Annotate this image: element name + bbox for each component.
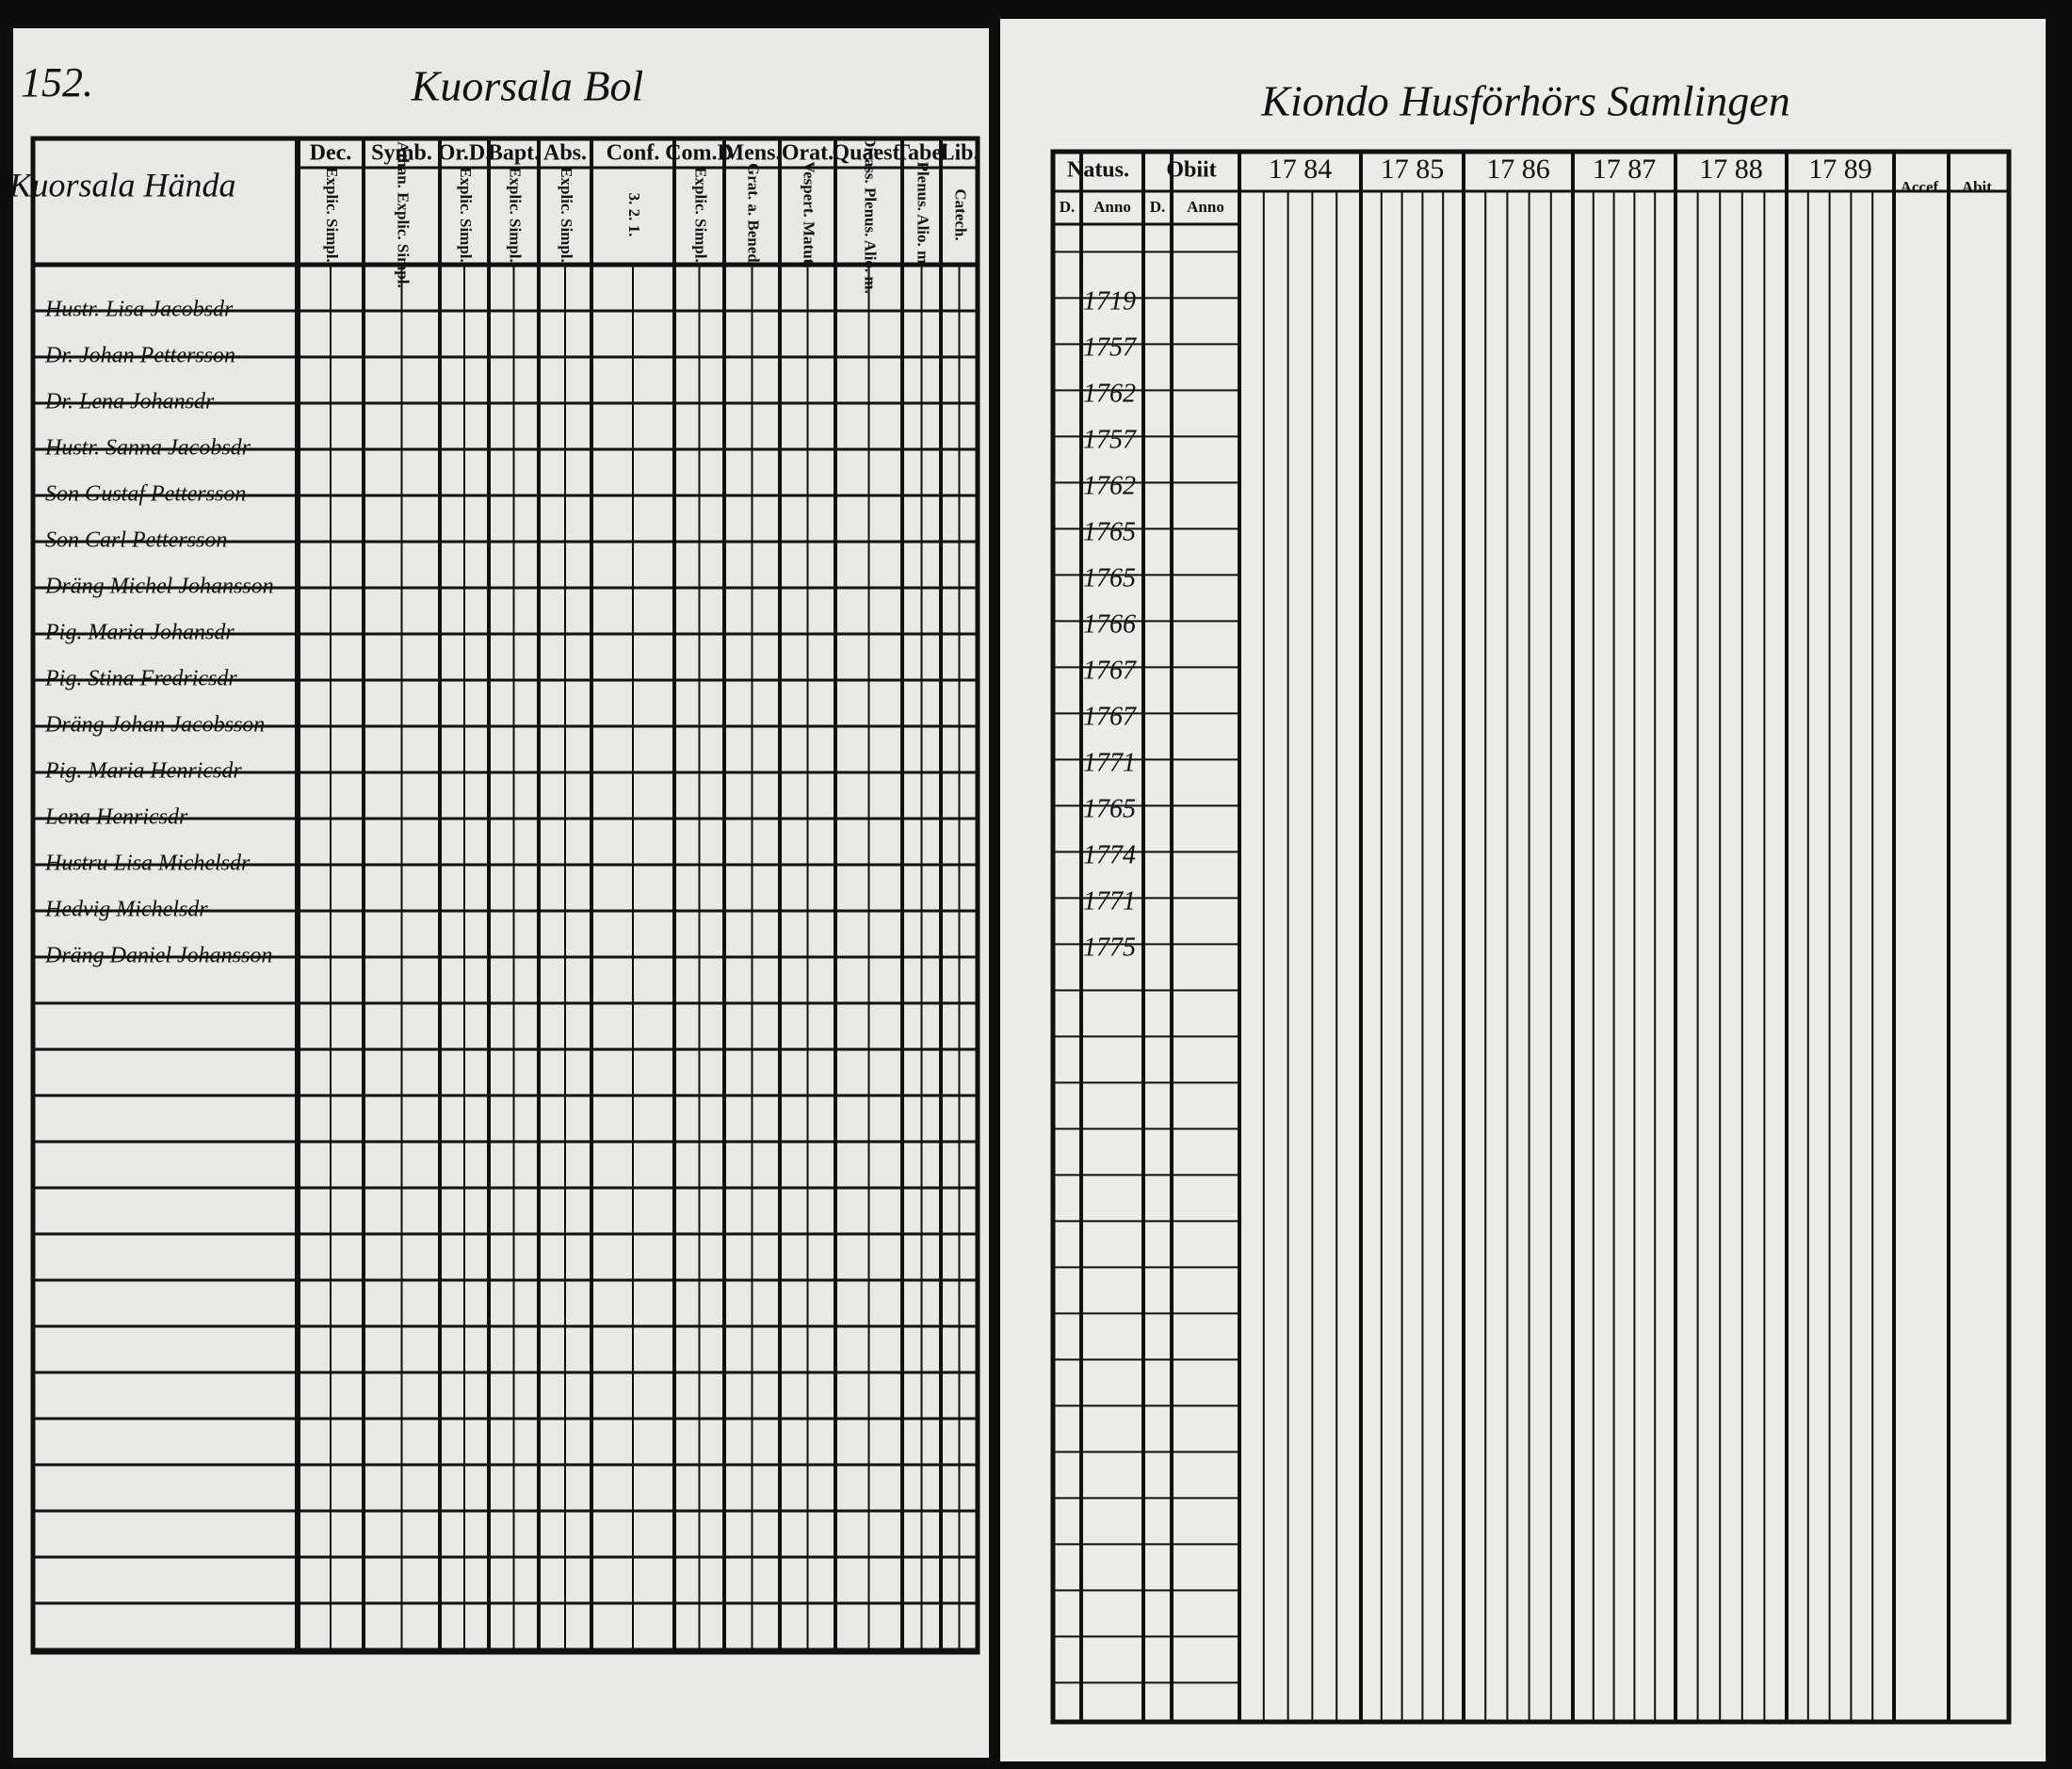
column-subheader: Catech. [952,188,970,240]
obiit-header: Obiit [1166,158,1216,183]
person-name: Son Gustaf Pettersson [45,482,246,507]
page-number: 152. [21,59,93,105]
birth-year: 1775 [1083,933,1136,962]
column-header: Bapt. [488,141,540,166]
person-name: Son Carl Pettersson [45,528,227,553]
left-title: Kuorsala Bol [411,62,644,110]
column-header: Abs. [543,141,587,166]
person-name: Hustr. Lisa Jacobsdr [44,298,234,322]
column-subheader: Grat. a. Bened. [745,163,763,267]
subheader: Anno [1187,198,1224,216]
column-subheader: Explic. Simpl. [323,167,341,263]
year-header: 17 85 [1381,154,1445,185]
birth-year: 1766 [1083,609,1136,639]
natus-header: Natus. [1067,158,1129,183]
birth-year: 1771 [1083,886,1136,916]
birth-year: 1767 [1083,656,1137,685]
column-header: Or.D. [438,141,491,166]
birth-year: 1765 [1083,563,1136,592]
year-header: 17 86 [1486,154,1550,185]
person-name: Pig. Maria Henricsdr [44,759,242,784]
column-header: Symb. [371,141,432,166]
person-name: Lena Henricsdr [44,805,188,830]
column-subheader: Explic. Simpl. [507,167,525,263]
birth-year: 1765 [1083,517,1136,546]
year-header: 17 87 [1593,154,1657,185]
person-name: Hustru Lisa Michelsdr [44,852,251,876]
birth-year: 1719 [1083,286,1136,316]
subheader: D. [1150,198,1166,216]
year-header: 17 89 [1808,154,1872,185]
column-subheader: Explic. Simpl. [457,167,475,263]
right-title: Kiondo Husförhörs Samlingen [1260,77,1789,125]
birth-year: 1767 [1083,702,1137,731]
column-header: Dec. [310,141,352,166]
person-name: Pig. Stina Fredricsdr [44,667,237,691]
birth-year: 1757 [1083,425,1137,454]
column-header: Mens. [723,141,782,166]
corner-label: Kuorsala Hända [8,166,235,203]
column-header: Com.D [665,141,734,166]
abit-header: Abit. [1962,178,1996,196]
birth-year: 1762 [1083,471,1136,500]
person-name: Hustr. Sanna Jacobsdr [44,436,251,461]
accef-header: Accef. [1901,178,1943,196]
column-header: Tabel [895,141,948,166]
year-header: 17 88 [1699,154,1763,185]
birth-year: 1757 [1083,333,1137,362]
column-header: Lib. [939,141,979,166]
column-subheader: Plenus. Alio. m. [915,162,932,268]
left-page [13,28,989,1758]
person-name: Pig. Maria Johansdr [44,621,235,645]
year-header: 17 84 [1269,154,1333,185]
column-subheader: Explic. Simpl. [692,167,710,263]
subheader: D. [1060,198,1076,216]
person-name: Dräng Michel Johansson [44,575,274,599]
column-subheader: Athan. Explic. Simpl. [395,141,413,287]
column-subheader: Explic. Simpl. [558,167,575,263]
column-header: Orat. [782,141,834,166]
subheader: Anno [1093,198,1131,216]
column-subheader: Vespert. Matut. [801,161,818,268]
column-subheader: Dicass. Plenus. Alio. m. [862,136,880,294]
column-header: Conf. [607,141,660,166]
person-name: Dräng Johan Jacobsson [44,713,265,738]
column-subheader: 3. 2. 1. [625,193,643,237]
person-name: Hedvig Michelsdr [44,898,208,922]
person-name: Dr. Johan Pettersson [44,344,235,368]
birth-year: 1774 [1083,840,1136,869]
birth-year: 1765 [1083,794,1136,823]
birth-year: 1771 [1083,748,1136,777]
right-page [1000,19,2046,1761]
column-header: Quaest. [833,141,906,166]
person-name: Dr. Lena Johansdr [44,390,215,414]
birth-year: 1762 [1083,379,1136,408]
person-name: Dräng Daniel Johansson [44,944,272,968]
